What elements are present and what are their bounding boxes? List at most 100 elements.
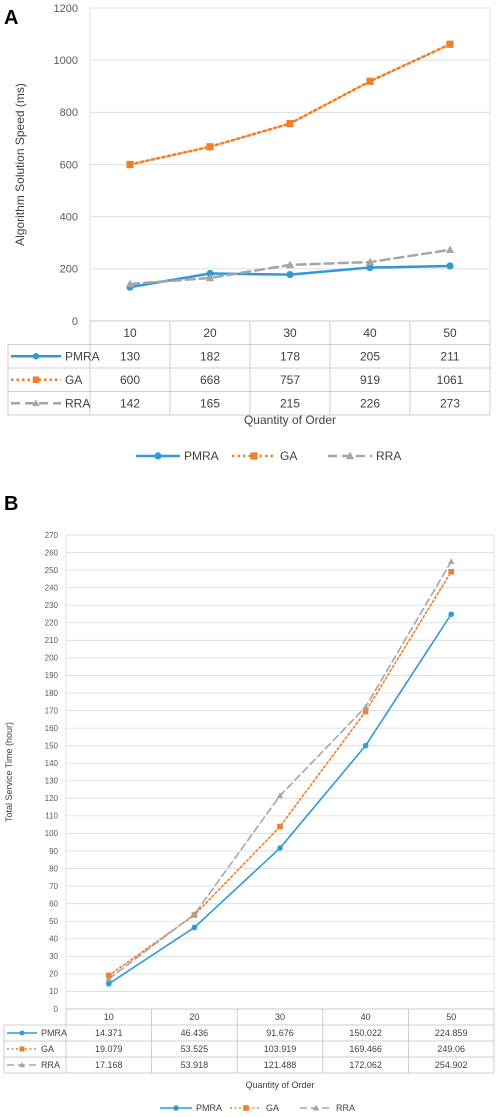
panel-a-y-tick-label: 1000	[54, 55, 78, 67]
panel-b-y-tick-label: 230	[45, 601, 59, 610]
panel-a-legend-label-ga: GA	[280, 449, 297, 463]
panel-b-legend-key-marker-ga	[243, 1105, 249, 1111]
panel-b-y-tick-label: 100	[45, 829, 59, 838]
panel-b-y-tick-label: 170	[45, 706, 59, 715]
panel-b-table-row-2-key-marker-rra	[19, 1061, 25, 1068]
panel-b-y-tick-label: 70	[49, 882, 58, 891]
panel-b-series-line-pmra	[108, 613, 453, 985]
panel-b-y-tick-label: 220	[45, 619, 59, 628]
panel-b-y-tick-label: 260	[45, 548, 59, 557]
panel-b-y-tick-label: 200	[45, 654, 59, 663]
panel-a-point-ga	[126, 160, 134, 169]
panel-a-table-cell: 1061	[437, 373, 464, 387]
panel-b-point-pmra	[106, 980, 112, 987]
panel-a-table-cell: 211	[440, 349, 459, 363]
panel-a-point-pmra	[446, 262, 454, 270]
panel-b-x-tick-label: 10	[104, 1012, 114, 1022]
panel-a-table-cell: 182	[200, 349, 220, 363]
panel-a-series-line-ga	[128, 43, 452, 166]
panel-b-x-tick-label: 30	[275, 1012, 285, 1022]
panel-a-x-axis-title: Quantity of Order	[244, 413, 336, 427]
panel-a-table-cell: 757	[280, 373, 300, 387]
panel-b-x-tick-label: 40	[361, 1012, 371, 1022]
panel-b-x-tick-label: 50	[446, 1012, 456, 1022]
panel-a-letter: A	[4, 7, 18, 29]
panel-b-table-cell: 46.436	[181, 1028, 209, 1038]
panel-a-table-cell: 668	[200, 373, 220, 387]
panel-a-x-tick-label: 20	[203, 326, 217, 340]
panel-a-y-tick-label: 1200	[54, 3, 78, 15]
panel-b-point-ga	[362, 708, 369, 715]
panel-a-table-cell: 226	[360, 396, 380, 410]
panel-a-y-tick-label: 800	[60, 107, 78, 119]
panel-a-x-tick-label: 10	[123, 326, 137, 340]
panel-b-y-tick-label: 140	[45, 759, 59, 768]
panel-b-table-cell: 19.079	[95, 1044, 123, 1054]
panel-a-table-row-label-rra: RRA	[65, 396, 90, 410]
panel-a-table-cell: 142	[120, 396, 140, 410]
panel-a-table-cell: 273	[440, 396, 460, 410]
panel-a-table-row-2-key-marker-rra	[32, 399, 40, 407]
panel-b-table-cell: 53.918	[181, 1060, 209, 1070]
panel-b-y-tick-label: 120	[45, 794, 59, 803]
panel-a-point-ga	[366, 77, 374, 85]
panel-a-table-row-label-pmra: PMRA	[65, 349, 100, 363]
panel-b-y-tick-label: 240	[45, 583, 59, 592]
panel-a-legend-label-rra: RRA	[376, 449, 401, 463]
panel-a-point-ga	[206, 143, 214, 151]
panel-a-point-pmra	[206, 269, 214, 278]
panel-b-table-row-label-ga: GA	[41, 1044, 54, 1054]
panel-a-y-tick-label: 600	[60, 159, 78, 171]
panel-b-y-tick-label: 270	[45, 531, 59, 540]
panel-a-table-row-0-key-marker-pmra	[32, 353, 40, 360]
panel-b-y-tick-label: 50	[49, 917, 58, 926]
panel-a-point-ga	[286, 119, 294, 128]
panel-a-legend-key-marker-ga	[250, 452, 258, 460]
panel-a-table-cell: 215	[280, 396, 300, 410]
panel-b-y-tick-label: 190	[45, 671, 59, 680]
panel-a-point-rra	[365, 257, 375, 266]
panel-b-y-tick-label: 20	[49, 970, 58, 979]
panel-b-table-cell: 224.859	[435, 1028, 468, 1038]
panel-a-point-rra	[125, 279, 135, 288]
panel-b-table-row-1-key-marker-ga	[19, 1046, 25, 1052]
panel-b-point-ga	[448, 568, 454, 575]
panel-a-x-tick-label: 40	[363, 326, 377, 340]
panel-b-x-axis-title: Quantity of Order	[245, 1080, 314, 1090]
panel-b-y-tick-label: 180	[45, 689, 59, 698]
panel-a-legend-key-marker-rra	[345, 451, 355, 460]
panel-b-legend-label-pmra: PMRA	[196, 1103, 222, 1113]
panel-b-point-ga	[277, 823, 283, 830]
panel-b-legend-key-marker-pmra	[173, 1105, 179, 1111]
panel-a-y-tick-label: 400	[60, 212, 78, 224]
panel-a-table-cell: 165	[200, 396, 220, 410]
panel-a-table-cell: 919	[360, 373, 380, 387]
panel-a-point-pmra	[286, 270, 294, 279]
panel-b-legend-label-ga: GA	[266, 1103, 279, 1113]
panel-b-y-tick-label: 60	[49, 899, 58, 908]
panel-b-x-tick-label: 20	[189, 1012, 199, 1022]
panel-b-table-cell: 254.902	[435, 1060, 468, 1070]
panel-a-table-cell: 130	[120, 349, 140, 363]
panel-b-table-cell: 169.466	[349, 1044, 382, 1054]
panel-b-table-cell: 249.06	[437, 1044, 465, 1054]
panel-b-table-cell: 103.919	[264, 1044, 297, 1054]
panel-b-y-tick-label: 30	[49, 952, 58, 961]
panel-a-y-axis-title: Algorithm Solution Speed (ms)	[13, 83, 27, 246]
panel-a-y-tick-label: 200	[60, 264, 78, 276]
panel-b-table-row-label-pmra: PMRA	[41, 1028, 67, 1038]
panel-b-point-pmra	[191, 924, 198, 931]
panel-b-y-tick-label: 250	[45, 566, 59, 575]
panel-b-point-rra	[191, 910, 198, 917]
panel-b-legend-label-rra: RRA	[336, 1103, 355, 1113]
panel-b-point-rra	[447, 558, 455, 565]
panel-a-point-pmra	[366, 263, 374, 272]
panel-b-point-rra	[105, 975, 113, 982]
panel-b-y-tick-label: 40	[49, 935, 58, 944]
panel-a-table-cell: 178	[280, 349, 300, 363]
panel-b-table-row-label-rra: RRA	[41, 1060, 60, 1070]
panel-a-table-cell: 600	[120, 373, 140, 387]
panel-a-x-tick-label: 30	[283, 326, 297, 340]
panel-b-table-cell: 150.022	[349, 1028, 382, 1038]
